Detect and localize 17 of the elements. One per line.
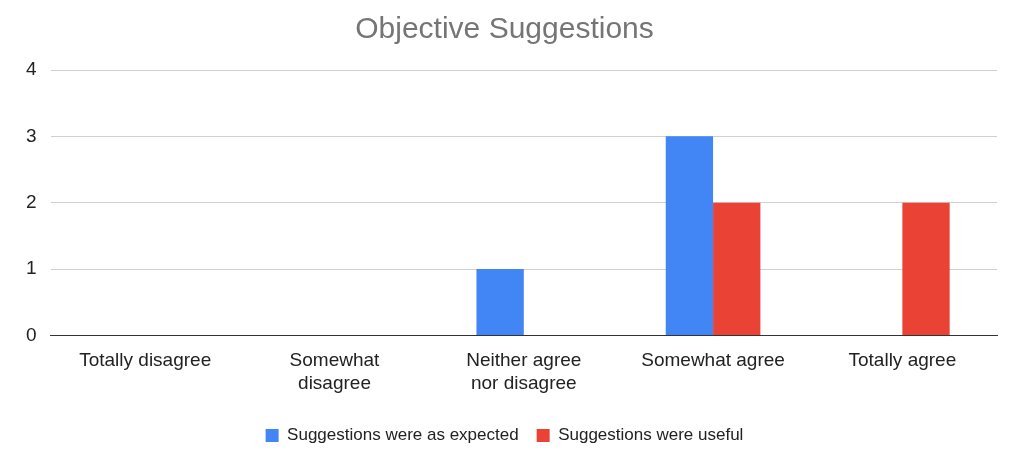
y-tick-label: 1 xyxy=(25,257,37,279)
x-tick-label: Somewhat agree xyxy=(641,349,785,371)
y-tick-label: 2 xyxy=(25,190,37,212)
bar xyxy=(902,202,950,335)
y-tick-label: 0 xyxy=(25,323,37,345)
legend-label: Suggestions were as expected xyxy=(287,425,519,445)
x-tick-label: Totally agree xyxy=(848,349,957,371)
x-tick-label: Totally disagree xyxy=(79,349,212,371)
chart-title: Objective Suggestions xyxy=(355,11,654,45)
bar xyxy=(713,202,761,335)
bar xyxy=(665,136,714,335)
x-tick-label: Somewhat disagree xyxy=(289,349,381,393)
y-tick-label: 3 xyxy=(25,124,37,146)
legend-label: Suggestions were useful xyxy=(558,425,744,445)
x-tick-label: Neither agree nor disagree xyxy=(466,349,582,393)
bar xyxy=(476,269,524,335)
y-tick-label: 4 xyxy=(25,58,37,80)
